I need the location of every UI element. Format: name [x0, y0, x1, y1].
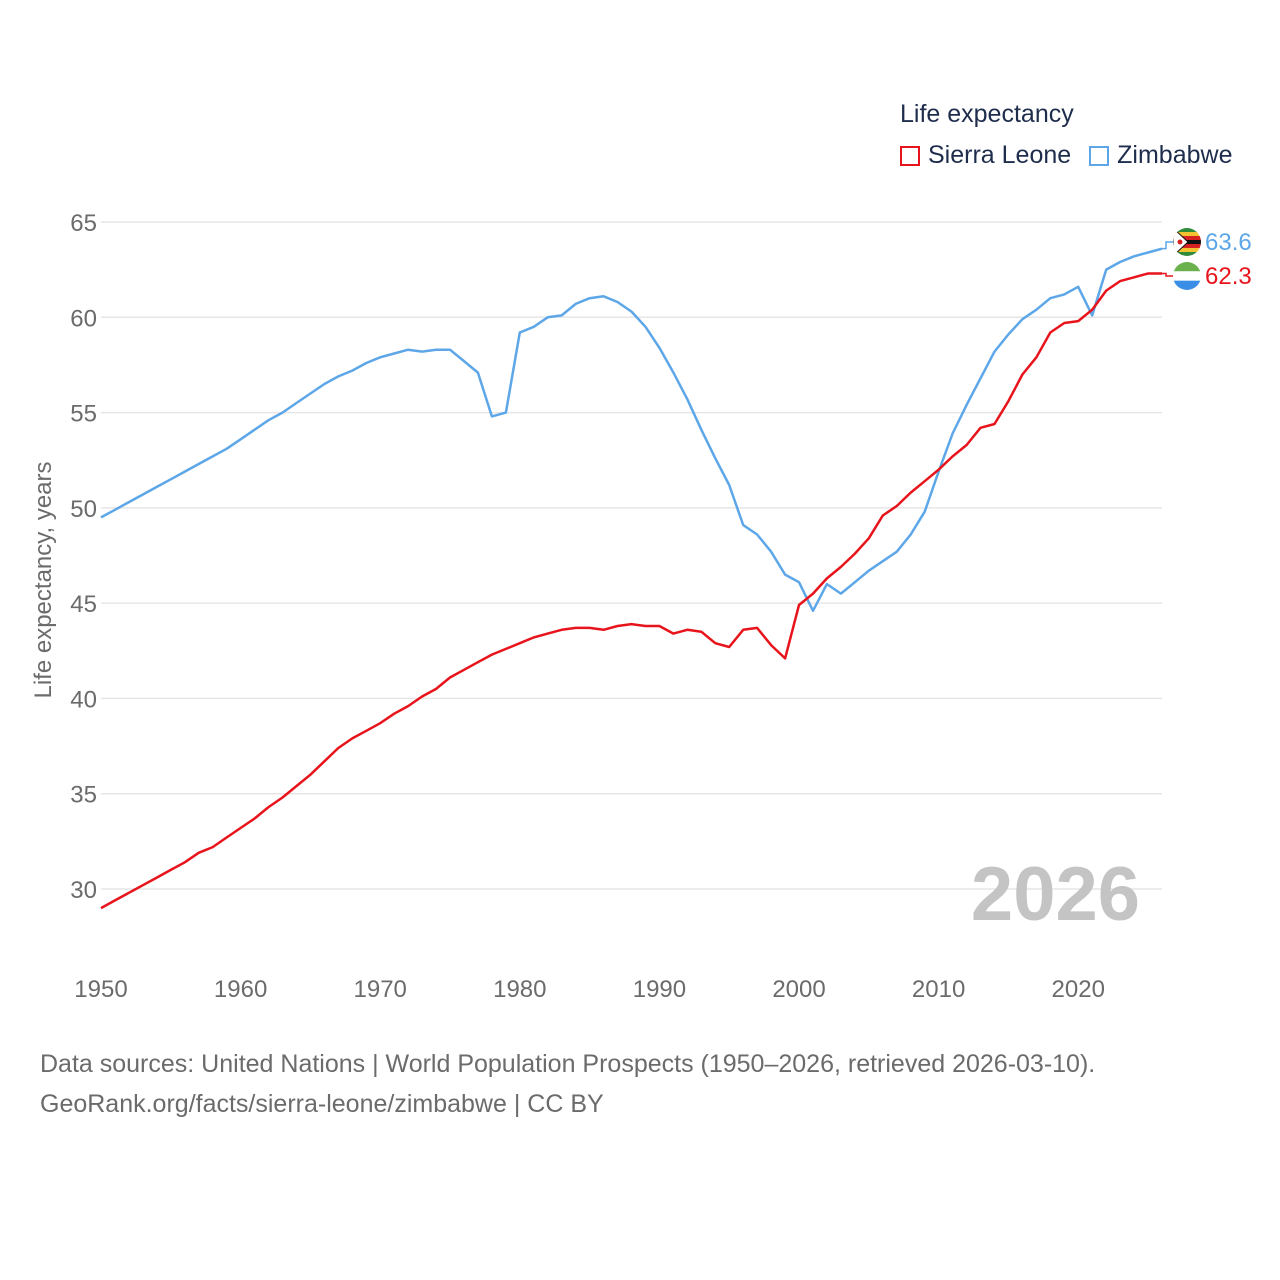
- end-label-connector: [1162, 241, 1174, 250]
- series-end-labels: 62.3 63.6: [1162, 228, 1252, 290]
- x-tick-label: 1960: [214, 976, 267, 1003]
- x-tick-label: 1950: [74, 976, 127, 1003]
- y-tick-labels: 30 35 40 45 50 55 60 65: [70, 210, 97, 904]
- series-line-zimbabwe: [100, 247, 1163, 613]
- legend-item-sierra-leone[interactable]: Sierra Leone: [900, 141, 1071, 170]
- legend-title: Life expectancy: [900, 100, 1074, 128]
- x-tick-label: 2010: [912, 976, 965, 1003]
- end-label-connector: [1162, 272, 1174, 277]
- x-tick-labels: 1950 1960 1970 1980 1990 2000 2010 2020: [74, 976, 1105, 1003]
- legend-label-sierra-leone: Sierra Leone: [928, 141, 1072, 169]
- source-note: Data sources: United Nations | World Pop…: [40, 1044, 1095, 1124]
- sierra-leone-flag-icon: [1173, 262, 1201, 290]
- legend-item-zimbabwe[interactable]: Zimbabwe: [1089, 141, 1232, 170]
- zimbabwe-flag-icon: [1173, 228, 1201, 256]
- year-watermark: 2026: [971, 852, 1140, 937]
- source-line-1: Data sources: United Nations | World Pop…: [40, 1050, 1096, 1078]
- x-tick-label: 1990: [633, 976, 686, 1003]
- gridlines: [101, 221, 1162, 890]
- y-tick-label: 60: [70, 305, 97, 332]
- y-tick-label: 65: [70, 210, 97, 237]
- y-tick-label: 35: [70, 782, 97, 809]
- legend-label-zimbabwe: Zimbabwe: [1117, 141, 1233, 169]
- x-tick-label: 2020: [1052, 976, 1105, 1003]
- x-tick-label: 1970: [354, 976, 407, 1003]
- series-line-sierra-leone: [100, 272, 1162, 910]
- legend-swatch-sierra-leone: [900, 145, 920, 166]
- end-value-label-zimbabwe: 63.6: [1205, 229, 1252, 256]
- y-tick-label: 55: [70, 401, 97, 428]
- y-tick-label: 50: [70, 496, 97, 523]
- x-tick-label: 2000: [772, 976, 825, 1003]
- y-axis-label: Life expectancy, years: [30, 461, 57, 698]
- end-value-label-sierra-leone: 62.3: [1205, 263, 1252, 290]
- y-tick-label: 30: [70, 877, 97, 904]
- legend-swatch-zimbabwe: [1089, 145, 1110, 166]
- legend: Life expectancy Sierra Leone Zimbabwe: [900, 100, 1250, 170]
- source-line-2: GeoRank.org/facts/sierra-leone/zimbabwe …: [40, 1090, 604, 1118]
- series-lines: [100, 247, 1163, 910]
- y-tick-label: 45: [70, 591, 97, 618]
- x-tick-label: 1980: [493, 976, 546, 1003]
- y-tick-label: 40: [70, 686, 97, 713]
